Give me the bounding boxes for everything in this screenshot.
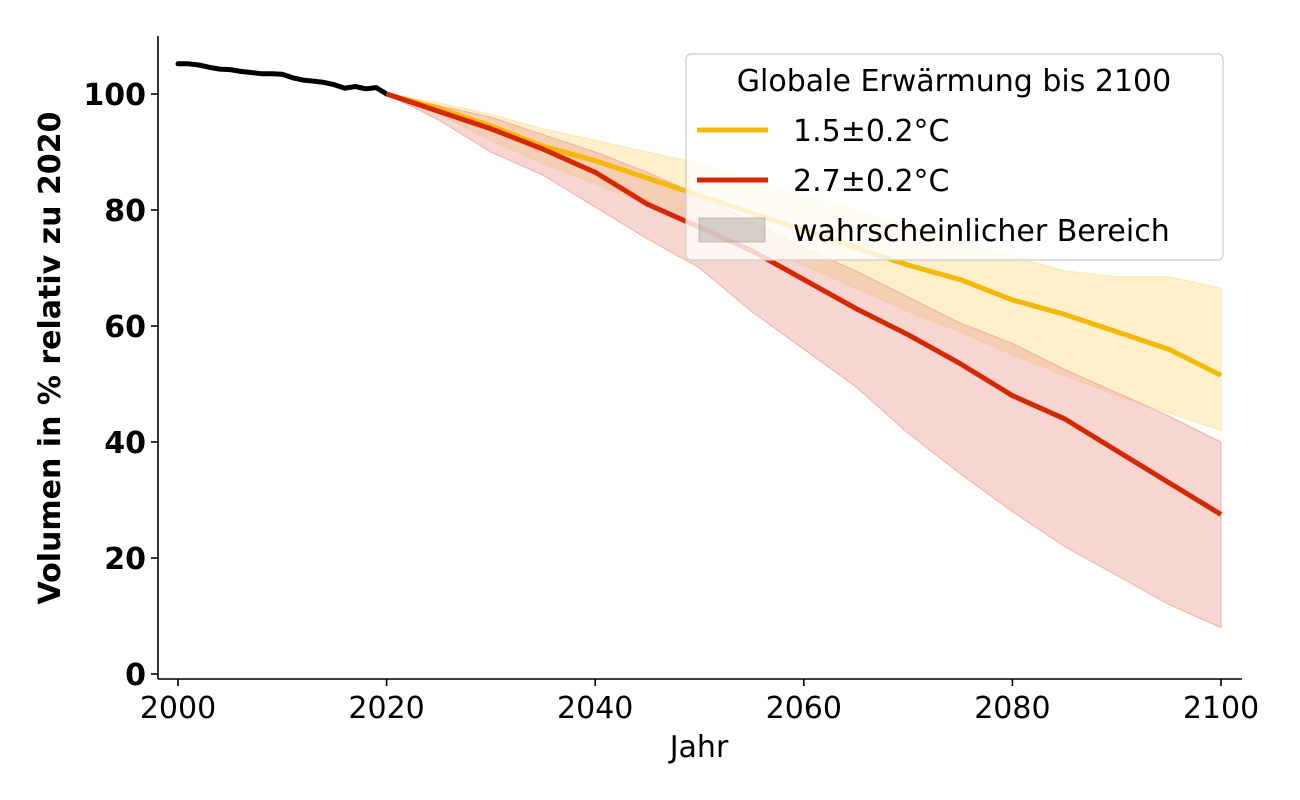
x-tick-label: 2040: [557, 691, 633, 726]
y-tick-label: 0: [125, 658, 146, 693]
legend-label-likely-range: wahrscheinlicher Bereich: [793, 214, 1170, 249]
legend-label-2-7-degree: 2.7±0.2°C: [793, 164, 950, 199]
x-axis-title: Jahr: [668, 730, 729, 765]
y-tick-label: 20: [104, 542, 146, 577]
legend-frame: [685, 53, 1224, 261]
likely-range-band-2-7-degree: [386, 93, 1222, 629]
y-tick-label: 60: [104, 310, 146, 345]
historical-line: [175, 61, 390, 97]
x-tick-label: 2060: [766, 691, 842, 726]
x-tick-label: 2000: [140, 691, 216, 726]
legend-title: Globale Erwärmung bis 2100: [737, 64, 1171, 99]
y-axis-title: Volumen in % relativ zu 2020: [33, 112, 68, 605]
series-line-2-7-degree: [385, 91, 1223, 517]
y-tick-label: 100: [83, 78, 146, 113]
x-tick-label: 2020: [348, 691, 424, 726]
legend: Globale Erwärmung bis 2100 1.5±0.2°C 2.7…: [685, 53, 1224, 261]
x-ticks: 2000 2020 2040 2060 2080 2100: [140, 679, 1259, 726]
y-tick-label: 80: [104, 194, 146, 229]
y-ticks: 0 20 40 60 80 100: [83, 78, 158, 693]
y-tick-label: 40: [104, 426, 146, 461]
legend-label-1-5-degree: 1.5±0.2°C: [793, 114, 950, 149]
x-tick-label: 2100: [1183, 691, 1259, 726]
x-tick-label: 2080: [974, 691, 1050, 726]
legend-swatch-likely-range: [698, 217, 766, 243]
